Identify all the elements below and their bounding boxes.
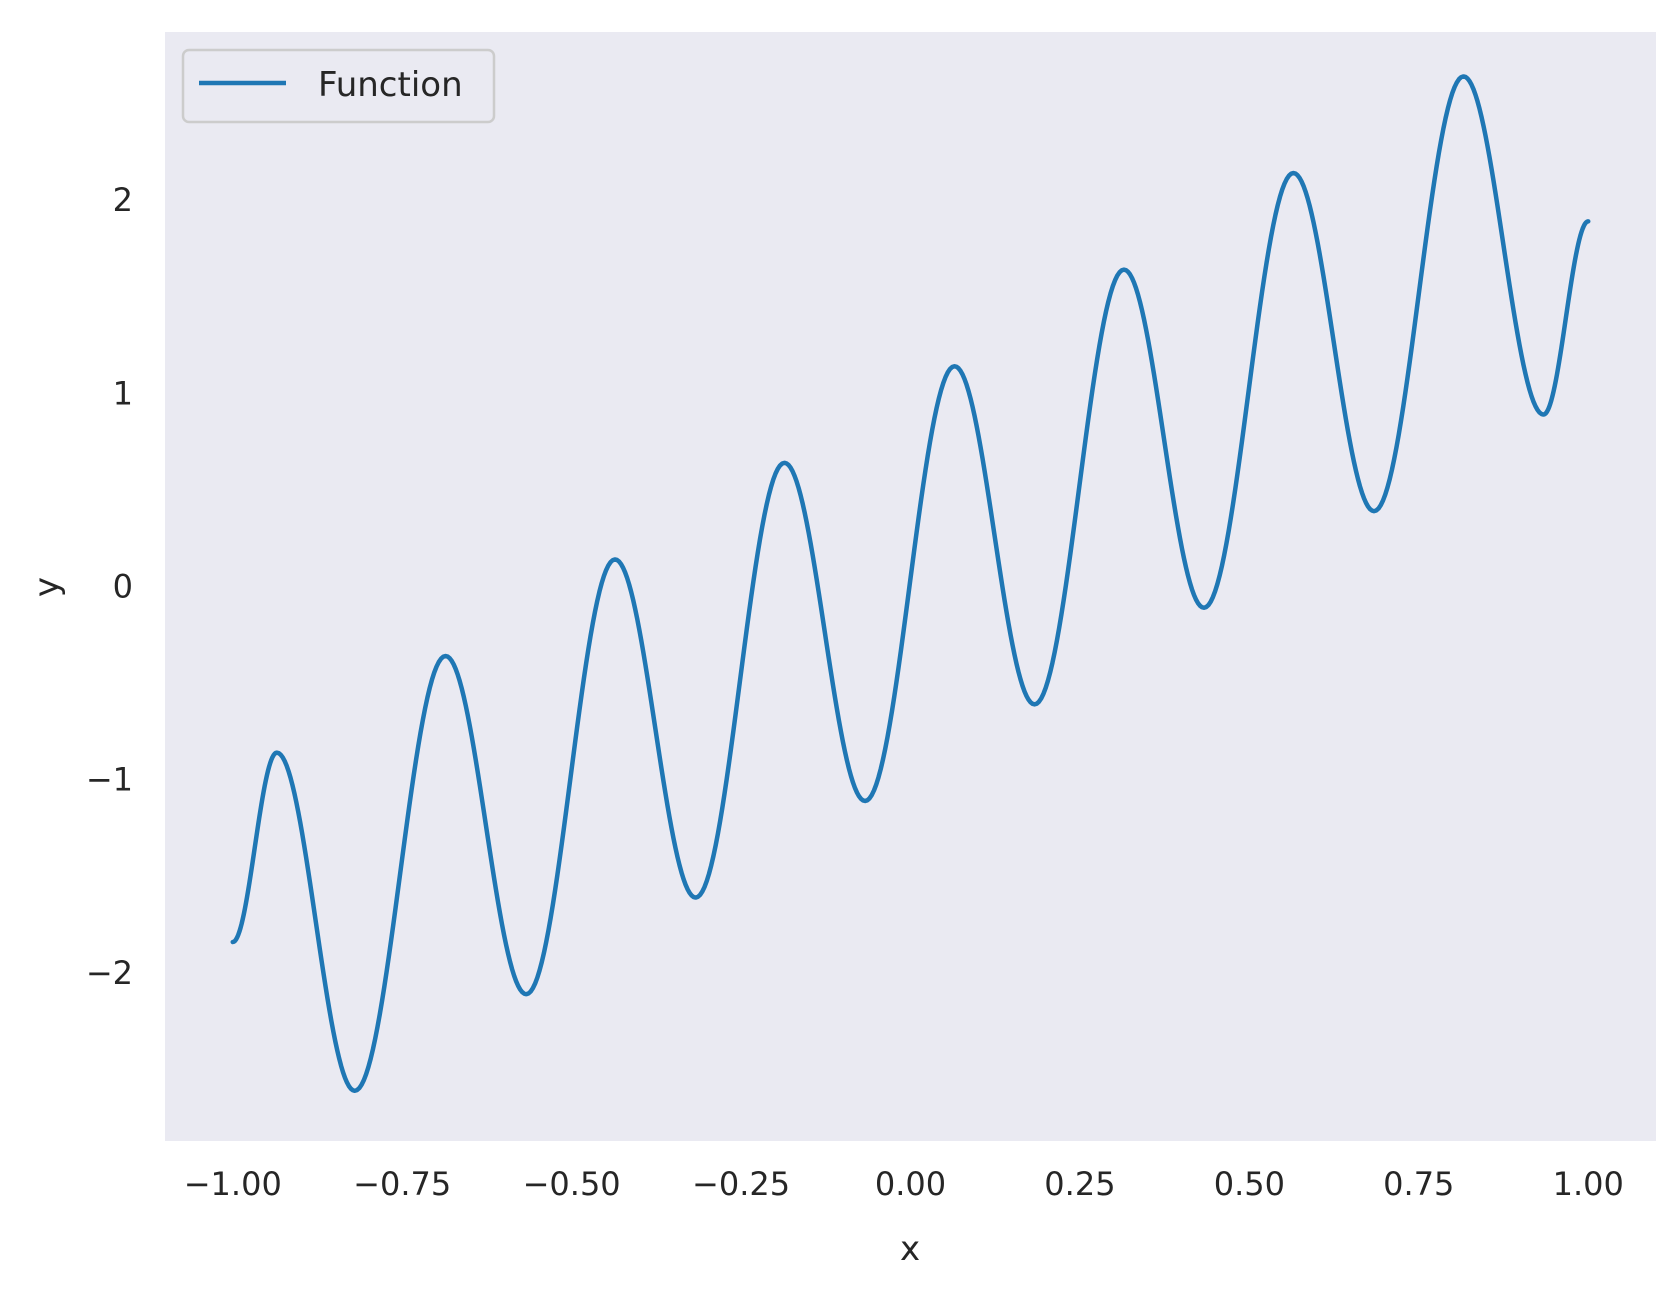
x-axis-label: x — [900, 1229, 920, 1269]
y-tick-label: 0 — [113, 568, 133, 606]
y-tick-labels: −2 −1 0 1 2 — [86, 181, 133, 992]
x-tick-label: 0.75 — [1383, 1165, 1454, 1203]
x-tick-label: −0.75 — [353, 1165, 451, 1203]
x-tick-label: −0.50 — [523, 1165, 621, 1203]
x-tick-labels: −1.00 −0.75 −0.50 −0.25 0.00 0.25 0.50 0.75 1.00 — [184, 1165, 1624, 1203]
legend-box — [181, 48, 496, 124]
series-line-function — [230, 74, 1591, 1094]
y-tick-label: 1 — [113, 374, 133, 412]
x-tick-label: 1.00 — [1553, 1165, 1624, 1203]
x-tick-label: −0.25 — [692, 1165, 790, 1203]
x-tick-label: −1.00 — [184, 1165, 282, 1203]
x-tick-label: 0.00 — [875, 1165, 946, 1203]
x-tick-label: 0.25 — [1044, 1165, 1115, 1203]
x-tick-label: 0.50 — [1214, 1165, 1285, 1203]
y-axis-label: y — [27, 577, 67, 597]
y-tick-label: −2 — [86, 954, 133, 992]
legend: Function — [181, 48, 496, 124]
y-tick-label: 2 — [113, 181, 133, 219]
y-tick-label: −1 — [86, 761, 133, 799]
legend-label: Function — [318, 65, 463, 105]
